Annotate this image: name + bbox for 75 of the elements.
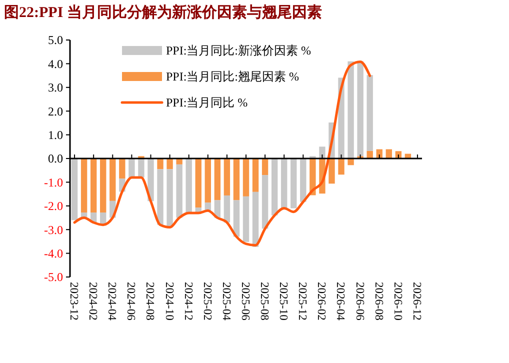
bar	[128, 158, 135, 178]
bar	[366, 150, 373, 158]
x-tick-label: 2024-06	[124, 282, 137, 321]
y-tick-label: -1.0	[44, 175, 63, 190]
x-tick-label: 2025-02	[200, 282, 213, 321]
bar	[214, 158, 221, 200]
bar	[157, 169, 164, 225]
y-tick-label: 4.0	[48, 56, 63, 71]
bar	[148, 158, 154, 202]
bar	[204, 158, 211, 203]
y-tick-label: 2.0	[48, 104, 63, 118]
bar	[300, 158, 306, 202]
chart-title: 图22:PPI 当月同比分解为新涨价因素与翘尾因素	[4, 3, 322, 21]
bar	[119, 158, 126, 179]
bar	[80, 158, 88, 213]
bar	[166, 158, 173, 170]
bar	[138, 158, 144, 178]
legend-label: PPI:当月同比:翘尾因素 %	[166, 70, 300, 84]
bar	[338, 158, 344, 175]
legend-label: PPI:当月同比:新涨价因素 %	[166, 44, 312, 58]
bar	[90, 158, 97, 213]
bar	[71, 158, 78, 220]
x-tick-label: 2025-12	[296, 282, 308, 321]
bar	[100, 158, 106, 213]
x-tick-label: 2023-12	[68, 282, 80, 321]
bar	[357, 61, 364, 156]
bar	[224, 158, 230, 196]
x-tick-label: 2024-08	[144, 282, 156, 321]
x-tick-label: 2025-06	[238, 282, 251, 321]
x-tick-label: 2026-02	[315, 282, 328, 321]
x-tick-label: 2024-02	[86, 282, 99, 321]
bar	[271, 158, 278, 216]
bar	[242, 196, 250, 242]
bar	[281, 158, 288, 208]
bar	[224, 195, 230, 222]
y-tick-label: 5.0	[48, 33, 63, 48]
bar	[252, 192, 259, 247]
x-tick-label: 2025-08	[258, 282, 270, 321]
bar	[176, 164, 182, 218]
bar	[242, 158, 250, 196]
bar	[252, 158, 259, 192]
bar	[290, 158, 297, 208]
bar	[110, 158, 116, 201]
x-tick-label: 2024-12	[182, 282, 194, 321]
x-tick-label: 2026-06	[353, 282, 366, 321]
x-tick-label: 2026-10	[391, 282, 404, 321]
bar	[319, 146, 326, 158]
bar	[366, 75, 373, 151]
bar	[195, 158, 202, 208]
bar	[262, 158, 268, 176]
x-tick-label: 2026-12	[410, 282, 422, 321]
bar	[233, 200, 240, 237]
line-series	[73, 60, 372, 246]
x-tick-label: 2024-10	[162, 282, 175, 321]
x-tick-label: 2025-04	[220, 282, 232, 321]
y-tick-label: -4.0	[44, 246, 63, 260]
y-tick-label: -3.0	[44, 222, 63, 237]
x-tick-label: 2024-04	[106, 282, 118, 321]
bar	[166, 169, 173, 228]
bar	[310, 158, 316, 196]
y-tick-label: 1.0	[48, 128, 63, 142]
bar	[262, 175, 268, 229]
bar	[186, 158, 192, 214]
y-tick-label: 0.0	[48, 152, 63, 166]
x-tick-label: 2025-10	[277, 282, 290, 321]
x-tick-label: 2026-04	[334, 282, 346, 321]
y-tick-label: -5.0	[44, 270, 63, 284]
bar	[348, 61, 354, 158]
x-tick-label: 2026-08	[372, 282, 384, 321]
bar	[328, 158, 335, 184]
bar	[157, 158, 164, 170]
bar	[233, 158, 240, 200]
legend-label: PPI:当月同比 %	[166, 96, 248, 110]
y-tick-label: -2.0	[44, 199, 63, 214]
y-tick-label: 3.0	[48, 80, 63, 95]
